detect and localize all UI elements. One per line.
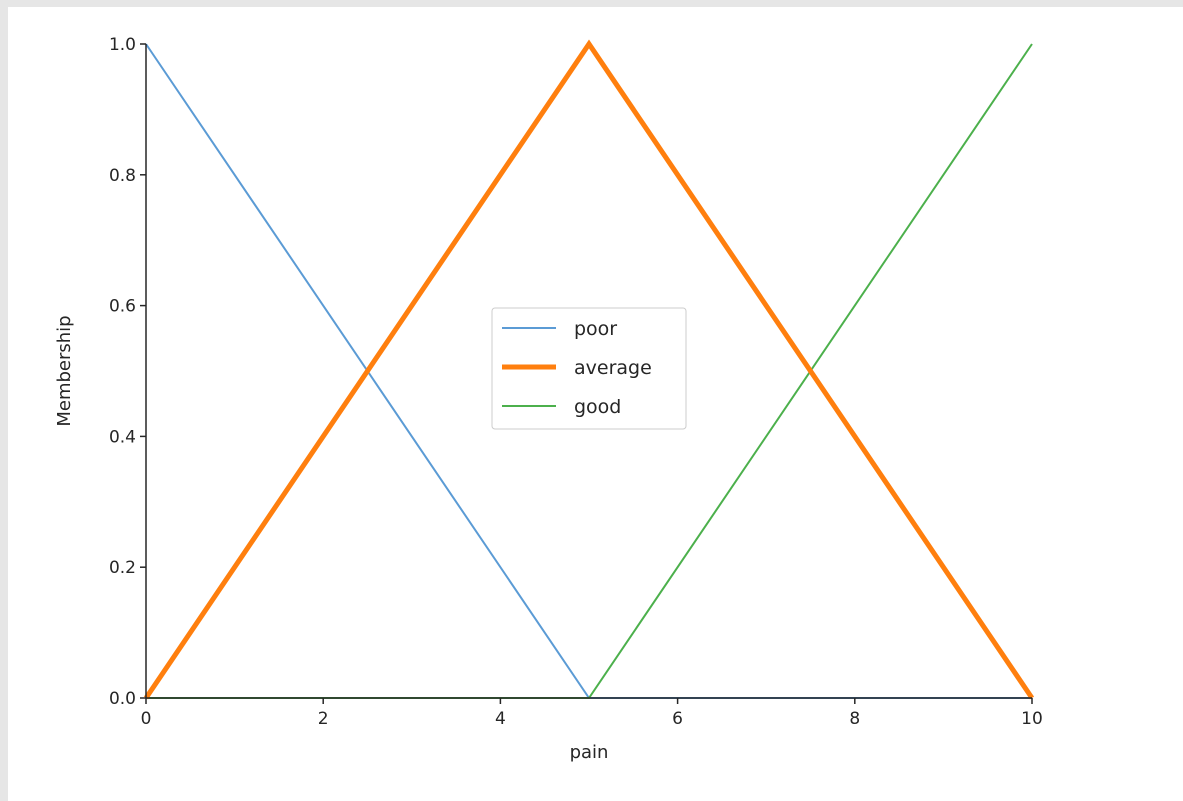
x-tick-label: 10 (1021, 709, 1043, 729)
x-tick-label: 4 (495, 709, 506, 729)
y-tick-label: 1.0 (109, 35, 136, 55)
x-axis-ticks: 0 2 4 6 8 10 (141, 698, 1043, 729)
legend-label-average: average (574, 357, 652, 379)
membership-chart: 0 2 4 6 8 10 0.0 0.2 0.4 0.6 0.8 1.0 pain Membersh… (54, 35, 1043, 763)
legend-box (491, 307, 687, 430)
legend-label-good: good (574, 396, 621, 418)
y-axis-ticks: 0.0 0.2 0.4 0.6 0.8 1.0 (109, 35, 146, 709)
y-tick-label: 0.6 (109, 297, 136, 317)
series-line-average (143, 39, 1035, 700)
y-tick-label: 0.0 (109, 689, 136, 709)
y-tick-label: 0.8 (109, 166, 136, 186)
figure-frame: 0 2 4 6 8 10 0.0 0.2 0.4 0.6 0.8 1.0 pain Membersh… (8, 7, 1183, 801)
y-tick-label: 0.2 (109, 558, 136, 578)
x-axis-label: pain (570, 742, 609, 763)
x-tick-label: 0 (141, 709, 152, 729)
y-axis-label: Membership (54, 315, 75, 426)
legend-label-poor: poor (574, 318, 617, 340)
x-tick-label: 2 (318, 709, 329, 729)
x-tick-label: 8 (849, 709, 860, 729)
x-tick-label: 6 (672, 709, 683, 729)
y-tick-label: 0.4 (109, 427, 136, 447)
legend: poor average good (491, 307, 687, 430)
